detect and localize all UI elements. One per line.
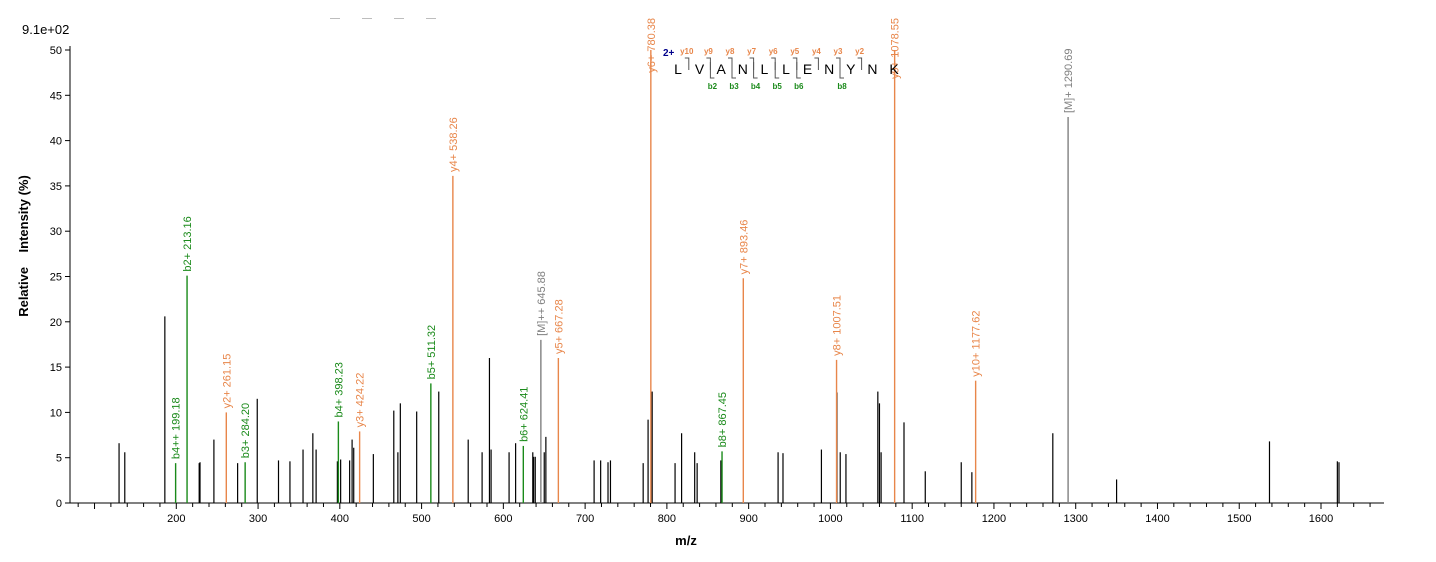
peak-label: y6+ 780.38 [646,18,658,73]
peak-label: y10+ 1177.62 [971,311,983,377]
y-ion-bracket [728,57,733,70]
x-tick-label: 1100 [900,513,924,525]
b-ion-bracket [753,62,758,79]
peak-label: y3+ 424.22 [355,373,367,428]
y-ion-label: y4 [812,47,821,56]
residue: N [738,61,748,77]
y-ion-bracket [749,57,755,70]
x-tick-label: 1200 [982,513,1006,525]
residue: N [824,61,834,77]
residue: V [695,61,705,77]
x-tick-label: 700 [576,513,594,525]
peak-label: [M]+ 1290.69 [1063,49,1075,114]
peak-label: [M]++ 645.88 [536,271,548,336]
y-tick-label: 15 [50,362,62,374]
chart-axes: 0 5 10 15 20 25 30 35 40 45 50 200 300 400 500 600 700 80… [50,45,1384,525]
b-ion-bracket [709,62,715,79]
y-ion-bracket [771,57,776,70]
x-tick-label: 1500 [1227,513,1251,525]
x-tick-label: 200 [167,513,185,525]
x-tick-label: 1300 [1063,513,1087,525]
residue: K [889,61,899,77]
y-ion-label: y10 [680,47,694,56]
residue: L [761,61,769,77]
b-ion-bracket [774,62,780,79]
y-ion-label: y2 [855,47,864,56]
peak-label: y8+ 1007.51 [832,295,844,356]
x-tick-label: 500 [412,513,430,525]
b-ion-label: b2 [708,82,718,91]
peak-label: y7+ 893.46 [738,220,750,275]
peak-label: y2+ 261.15 [221,354,233,409]
y-ion-label: y3 [834,47,843,56]
y-ion-bracket [814,57,819,70]
y-tick-label: 0 [56,498,62,510]
charge-state: 2+ [663,48,675,59]
residue: L [674,61,682,77]
peak-label: y5+ 667.28 [553,299,565,354]
b-ion-label: b4 [751,82,761,91]
residue: N [867,61,877,77]
b-ion-label: b6 [794,82,804,91]
x-tick-label: 900 [739,513,757,525]
peak-label: b6+ 624.41 [518,387,530,442]
peak-label: y4+ 538.26 [448,117,460,172]
residue: Y [846,61,856,77]
x-tick-label: 300 [249,513,267,525]
y-ion-bracket [836,57,841,70]
intensity-scale-label: 9.1e+02 [22,22,70,37]
y-ion-label: y5 [790,47,799,56]
y-ion-bracket [792,57,798,70]
peak-label: b3+ 284.20 [240,403,252,458]
peak-label: b8+ 867.45 [717,392,729,447]
peak-label: b2+ 213.16 [182,216,194,271]
labeled-peaks: b4++ 199.18 b2+ 213.16 y2+ 261.15 b3+ 284.2… [171,18,1075,503]
y-tick-label: 5 [56,453,62,465]
y-tick-label: 45 [50,90,62,102]
peak-label: b4+ 398.23 [333,362,345,417]
y-tick-label: 40 [50,136,62,148]
x-tick-label: 800 [658,513,676,525]
y-ion-bracket [684,57,690,70]
y-tick-label: 20 [50,317,62,329]
peak-label: b5+ 511.32 [426,325,438,380]
x-axis-title: m/z [675,533,697,548]
b-ion-label: b3 [729,82,739,91]
b-ion-label: b5 [773,82,783,91]
y-ion-bracket [706,57,711,70]
b-ion-bracket [796,62,801,79]
b-ion-bracket [731,62,736,79]
y-ion-label: y9 [704,47,713,56]
x-tick-label: 400 [331,513,349,525]
residue: A [717,61,727,77]
x-tick-label: 1400 [1145,513,1169,525]
y-tick-label: 30 [50,226,62,238]
x-tick-label: 600 [494,513,512,525]
peak-label: y9+ 1078.55 [890,18,902,79]
y-tick-label: 35 [50,181,62,193]
residue: E [803,61,812,77]
y-ion-label: y7 [747,47,756,56]
x-tick-label: 1600 [1309,513,1333,525]
b-ion-label: b8 [837,82,847,91]
y-tick-label: 25 [50,272,62,284]
x-tick-label: 1000 [818,513,842,525]
top-dash-decoration [330,18,460,22]
y-ion-label: y8 [726,47,735,56]
peak-label: b4++ 199.18 [171,397,183,459]
y-tick-label: 10 [50,407,62,419]
y-axis-title: Relative Intensity (%) [16,175,31,317]
y-ion-label: y6 [769,47,778,56]
b-ion-bracket [839,62,844,79]
residue: L [782,61,790,77]
y-ion-bracket [857,57,863,70]
y-tick-label: 50 [50,45,62,57]
